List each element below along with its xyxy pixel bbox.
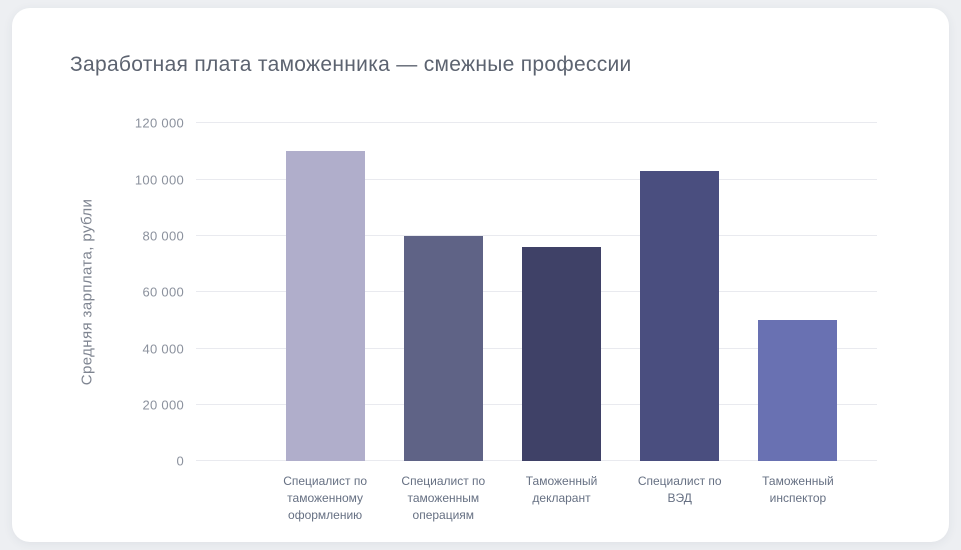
plot-area [196,122,877,462]
bar-slot [384,123,502,462]
bar-4 [640,171,720,462]
y-tick-label: 0 [176,453,184,469]
y-tick-label: 100 000 [134,172,184,188]
chart-card: Заработная плата таможенника — смежные п… [12,8,949,542]
gridline [196,178,877,180]
y-axis-label: Средняя зарплата, рубли [78,198,96,386]
x-category-label: Специалист по таможенным операциям [401,474,486,522]
bar-slot [739,123,857,462]
y-axis-ticks: 0 20 000 40 000 60 000 80 000 100 000 120 000 [104,116,196,469]
bars-container [266,123,857,462]
y-tick-label: 120 000 [134,115,184,131]
x-category-label: Таможенный инспектор [762,474,834,505]
x-axis-labels: Специалист по таможенному оформлению Спец… [266,473,857,523]
bar-slot [266,123,384,462]
chart-title: Заработная плата таможенника — смежные п… [70,53,632,76]
bar-slot [621,123,739,462]
bar-3 [522,247,601,462]
y-axis-label-column: Средняя зарплата, рубли [70,123,104,523]
x-category-label: Специалист по таможенному оформлению [283,474,367,522]
gridline [196,234,877,236]
y-tick-label: 80 000 [142,228,184,244]
bar-2 [403,235,483,462]
y-tick-label: 20 000 [142,397,184,413]
bar-slot [502,123,620,462]
x-category-label: Специалист по ВЭД [637,474,722,505]
y-tick-label: 40 000 [142,341,184,357]
bar-1 [285,151,365,462]
x-category-label: Таможенный декларант [525,474,598,505]
plot-wrap: 0 20 000 40 000 60 000 80 000 100 000 120 000 … [104,116,905,523]
bar-chart: Средняя зарплата, рубли 0 20 000 40 000 60 … [70,116,905,523]
gridline [196,122,877,124]
bar-5 [758,320,838,462]
y-tick-label: 60 000 [142,284,184,300]
